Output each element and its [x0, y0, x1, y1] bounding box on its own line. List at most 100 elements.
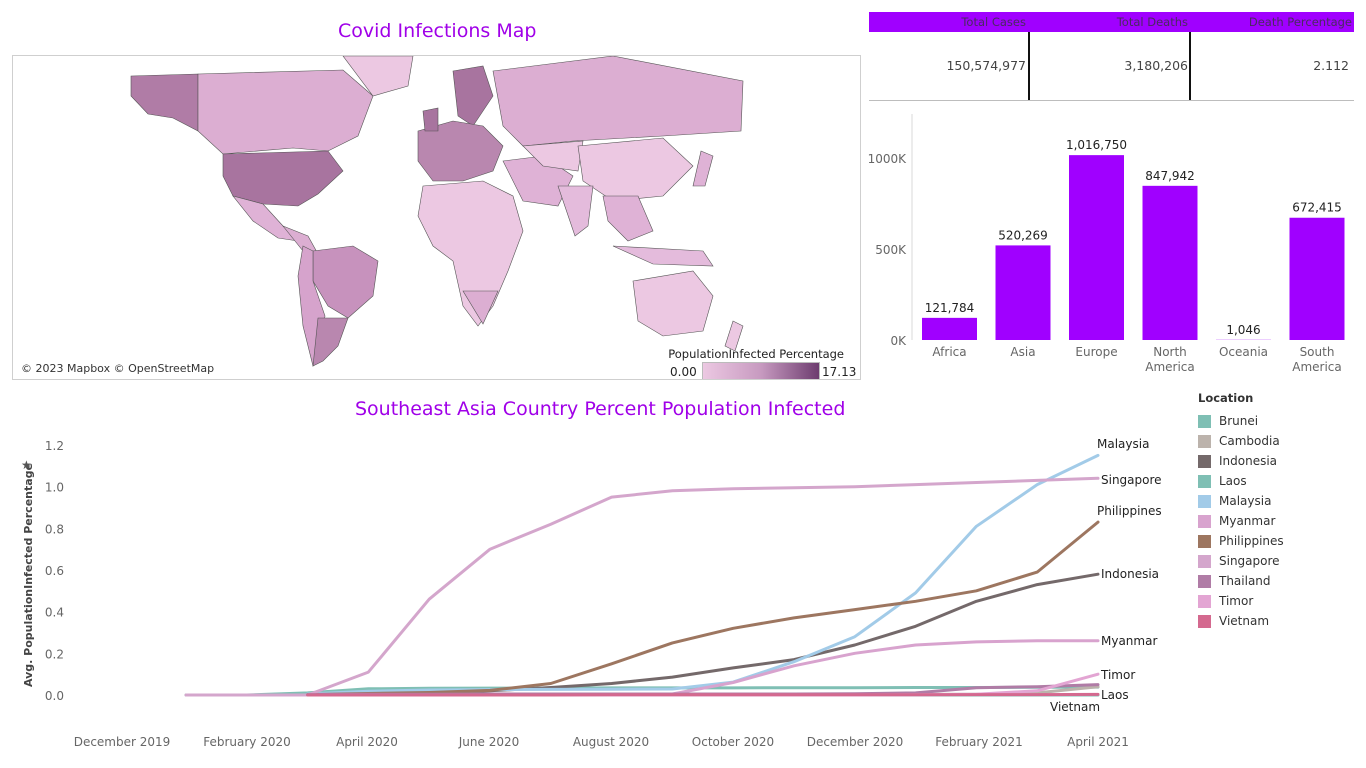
map-region-africa — [417, 180, 524, 327]
legend-label: Philippines — [1219, 534, 1284, 548]
legend-swatch — [1198, 434, 1211, 448]
map-region-new-zealand — [724, 320, 744, 352]
map-region-greenland — [342, 56, 414, 97]
kpi-death-percentage: 2.112 — [1313, 58, 1349, 73]
map-region-india — [557, 185, 594, 237]
line-x-tick: February 2021 — [935, 735, 1023, 749]
line-y-tick: 1.2 — [45, 439, 64, 453]
legend-swatch — [1198, 574, 1211, 588]
map-region-argentina — [312, 317, 349, 367]
map-region-brazil — [312, 245, 379, 319]
line-y-tick: 0.0 — [45, 689, 64, 703]
legend-swatch — [1198, 474, 1211, 488]
line-y-tick: 0.8 — [45, 522, 64, 536]
legend-label: Malaysia — [1219, 494, 1272, 508]
line-series-malaysia[interactable] — [306, 453, 1100, 696]
bar[interactable] — [922, 317, 977, 340]
world-map-canvas[interactable] — [13, 56, 860, 379]
legend-label: Thailand — [1219, 574, 1271, 588]
kpi-header-death-percentage[interactable]: Death Percentage — [1248, 15, 1352, 29]
bar-y-tick: 500K — [875, 243, 907, 257]
legend-swatch — [1198, 414, 1211, 428]
line-chart-legend: Location Brunei Cambodia Indonesia Laos Mala… — [1198, 391, 1284, 631]
kpi-value-row: 150,574,977 3,180,206 2.112 — [869, 32, 1354, 101]
bar-value-label: 847,942 — [1145, 169, 1195, 183]
line-end-label: Philippines — [1097, 504, 1162, 518]
line-x-tick: August 2020 — [573, 735, 649, 749]
world-map[interactable]: © 2023 Mapbox © OpenStreetMap Population… — [12, 55, 861, 380]
kpi-header-total-deaths[interactable]: Total Deaths — [1116, 15, 1188, 29]
bar[interactable] — [1142, 185, 1198, 340]
line-end-label: Timor — [1100, 668, 1135, 682]
bar-value-label: 672,415 — [1292, 201, 1342, 215]
line-x-tick: June 2020 — [458, 735, 520, 749]
map-region-australia — [632, 270, 714, 337]
legend-item-philippines[interactable]: Philippines — [1198, 531, 1284, 551]
bar[interactable] — [1069, 155, 1124, 340]
map-legend-min: 0.00 — [670, 365, 697, 379]
legend-swatch — [1198, 534, 1211, 548]
pin-icon[interactable]: ★ — [21, 458, 32, 472]
line-x-tick: December 2020 — [807, 735, 904, 749]
bar[interactable] — [1289, 217, 1345, 340]
legend-item-thailand[interactable]: Thailand — [1198, 571, 1284, 591]
map-region-scandinavia — [452, 65, 494, 127]
line-x-tick: February 2020 — [203, 735, 291, 749]
map-region-uk — [422, 107, 439, 132]
kpi-divider — [1189, 32, 1191, 100]
legend-label: Vietnam — [1219, 614, 1270, 628]
line-y-tick: 0.2 — [45, 647, 64, 661]
map-region-south-africa — [462, 290, 499, 325]
line-series-vietnam[interactable] — [306, 692, 1100, 697]
line-x-tick: December 2019 — [74, 735, 171, 749]
bar-value-label: 520,269 — [998, 228, 1048, 242]
legend-item-vietnam[interactable]: Vietnam — [1198, 611, 1284, 631]
kpi-header-total-cases[interactable]: Total Cases — [961, 15, 1026, 29]
bar-category-label: North — [1153, 345, 1187, 359]
legend-item-singapore[interactable]: Singapore — [1198, 551, 1284, 571]
bar[interactable] — [995, 245, 1051, 340]
continent-deaths-bar-chart[interactable]: 0K 500K 1000K 121,784 Africa 520,269 Asia 1,016… — [860, 110, 1360, 380]
bar-y-tick: 0K — [890, 334, 907, 348]
map-region-central-asia — [522, 140, 584, 172]
legend-item-brunei[interactable]: Brunei — [1198, 411, 1284, 431]
line-end-label: Laos — [1101, 688, 1129, 702]
kpi-table: Total Cases Total Deaths Death Percentag… — [869, 12, 1354, 101]
line-y-tick: 0.4 — [45, 606, 64, 620]
line-series-singapore[interactable] — [184, 476, 1100, 697]
legend-label: Cambodia — [1219, 434, 1280, 448]
map-region-indonesia — [612, 245, 714, 267]
legend-label: Timor — [1219, 594, 1254, 608]
sea-infection-line-chart[interactable]: 0.0 0.2 0.4 0.6 0.8 1.0 1.2 Avg. PopulationInfe… — [0, 425, 1190, 768]
legend-title: Location — [1198, 391, 1254, 405]
line-chart-title: Southeast Asia Country Percent Populatio… — [355, 398, 846, 420]
map-legend-title: PopulationInfected Percentage — [668, 347, 844, 361]
legend-swatch — [1198, 594, 1211, 608]
map-region-china — [577, 137, 694, 202]
line-end-label: Indonesia — [1101, 567, 1159, 581]
line-end-label: Malaysia — [1097, 437, 1149, 451]
legend-swatch — [1198, 514, 1211, 528]
line-series-philippines[interactable] — [306, 520, 1100, 697]
line-x-tick: April 2021 — [1067, 735, 1129, 749]
bar-y-tick: 1000K — [868, 152, 908, 166]
legend-item-timor[interactable]: Timor — [1198, 591, 1284, 611]
bar-category-label: Europe — [1075, 345, 1117, 359]
line-end-label: Vietnam — [1050, 700, 1100, 714]
map-region-alaska — [130, 73, 199, 132]
legend-label: Singapore — [1219, 554, 1280, 568]
line-y-tick: 0.6 — [45, 564, 64, 578]
legend-item-indonesia[interactable]: Indonesia — [1198, 451, 1284, 471]
kpi-total-cases: 150,574,977 — [946, 58, 1026, 73]
map-region-southeast-asia — [602, 195, 654, 242]
legend-item-myanmar[interactable]: Myanmar — [1198, 511, 1284, 531]
legend-item-malaysia[interactable]: Malaysia — [1198, 491, 1284, 511]
bar-value-label: 1,016,750 — [1066, 138, 1127, 152]
map-legend-max: 17.13 — [822, 365, 857, 379]
map-region-europe — [417, 120, 504, 182]
legend-item-laos[interactable]: Laos — [1198, 471, 1284, 491]
map-credit: © 2023 Mapbox © OpenStreetMap — [21, 362, 215, 375]
line-end-label: Myanmar — [1101, 634, 1157, 648]
legend-item-cambodia[interactable]: Cambodia — [1198, 431, 1284, 451]
legend-swatch — [1198, 614, 1211, 628]
